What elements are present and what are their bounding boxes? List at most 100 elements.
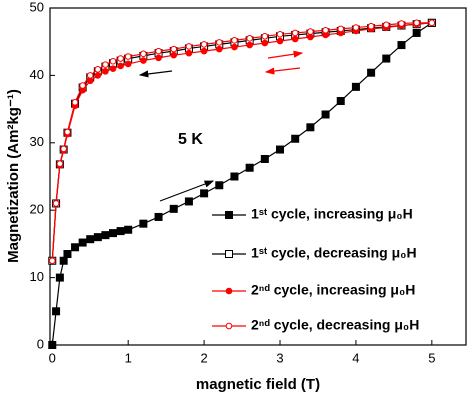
point	[78, 238, 87, 247]
legend-label: 1ˢᵗ cycle, increasing μ₀H	[251, 206, 413, 222]
point	[64, 128, 71, 136]
point	[246, 41, 253, 49]
legend-marker	[225, 211, 233, 219]
point	[200, 47, 208, 55]
point	[48, 257, 56, 265]
point	[200, 41, 208, 48]
legend-label: 2ⁿᵈ cycle, decreasing μ₀H	[251, 317, 419, 333]
point	[185, 49, 193, 57]
point	[307, 28, 314, 35]
point	[140, 50, 147, 58]
x-tick-label: 3	[276, 350, 283, 365]
x-tick-label: 2	[200, 350, 207, 365]
point	[154, 212, 163, 221]
point	[307, 33, 314, 41]
legend-marker	[225, 287, 233, 295]
point	[55, 273, 64, 282]
x-axis-label: magnetic field (T)	[196, 376, 320, 393]
point	[56, 160, 64, 167]
point	[93, 233, 102, 242]
point	[102, 61, 109, 68]
point	[155, 54, 162, 62]
x-tick-label: 1	[125, 350, 132, 365]
point	[117, 55, 124, 62]
point	[109, 65, 117, 72]
point	[215, 39, 223, 46]
point	[291, 134, 300, 143]
point	[428, 19, 436, 27]
point	[351, 82, 360, 91]
point	[170, 45, 178, 53]
x-tick-label: 4	[352, 350, 359, 365]
point	[79, 82, 86, 89]
point	[124, 53, 132, 60]
point	[109, 57, 117, 65]
point	[200, 189, 209, 198]
point	[276, 30, 284, 38]
point	[155, 47, 162, 55]
point	[52, 307, 61, 316]
point	[276, 145, 285, 154]
point	[94, 66, 102, 73]
point	[116, 227, 125, 236]
point	[170, 51, 178, 59]
x-tick-label: 5	[428, 350, 435, 365]
series-line	[51, 22, 432, 261]
point	[59, 256, 68, 265]
point	[231, 43, 238, 51]
point	[140, 57, 147, 64]
point	[86, 235, 95, 244]
arrow	[138, 70, 173, 78]
point	[321, 110, 330, 119]
series-line	[51, 22, 432, 261]
y-tick-label: 10	[30, 269, 44, 284]
point	[261, 33, 269, 40]
point	[322, 26, 329, 34]
legend-marker	[225, 250, 233, 258]
point	[215, 181, 224, 190]
y-axis-label: Magnetization (Am²kg⁻¹)	[5, 89, 22, 263]
point	[71, 99, 79, 106]
point	[412, 28, 421, 37]
point	[139, 219, 148, 228]
arrow	[267, 50, 304, 59]
legend-label: 1ˢᵗ cycle, decreasing μ₀H	[251, 245, 417, 261]
point	[413, 19, 420, 27]
annotation: 5 K	[178, 131, 203, 148]
point	[352, 24, 360, 31]
point	[382, 21, 390, 29]
legend-marker	[225, 322, 233, 330]
point	[291, 29, 299, 37]
point	[337, 25, 345, 33]
point	[117, 62, 124, 70]
point	[102, 68, 109, 75]
point	[261, 39, 269, 47]
point	[306, 123, 315, 132]
point	[397, 41, 406, 50]
point	[291, 35, 299, 43]
point	[336, 97, 345, 106]
point	[86, 72, 94, 79]
point	[245, 163, 254, 172]
series-line	[51, 22, 432, 261]
point	[367, 68, 376, 77]
point	[231, 37, 238, 44]
point	[215, 45, 223, 53]
point	[382, 54, 391, 63]
point	[276, 37, 284, 45]
legend-label: 2ⁿᵈ cycle, increasing μ₀H	[251, 282, 415, 298]
point	[185, 43, 193, 50]
y-tick-label: 40	[30, 67, 44, 82]
point	[101, 231, 110, 240]
point	[169, 204, 178, 213]
plot-frame	[49, 7, 467, 346]
point	[184, 197, 193, 206]
point	[52, 200, 60, 207]
point	[94, 72, 102, 79]
arrow	[159, 180, 215, 202]
point	[109, 229, 118, 238]
y-tick-label: 50	[30, 0, 44, 14]
point	[367, 22, 375, 30]
point	[48, 341, 57, 349]
